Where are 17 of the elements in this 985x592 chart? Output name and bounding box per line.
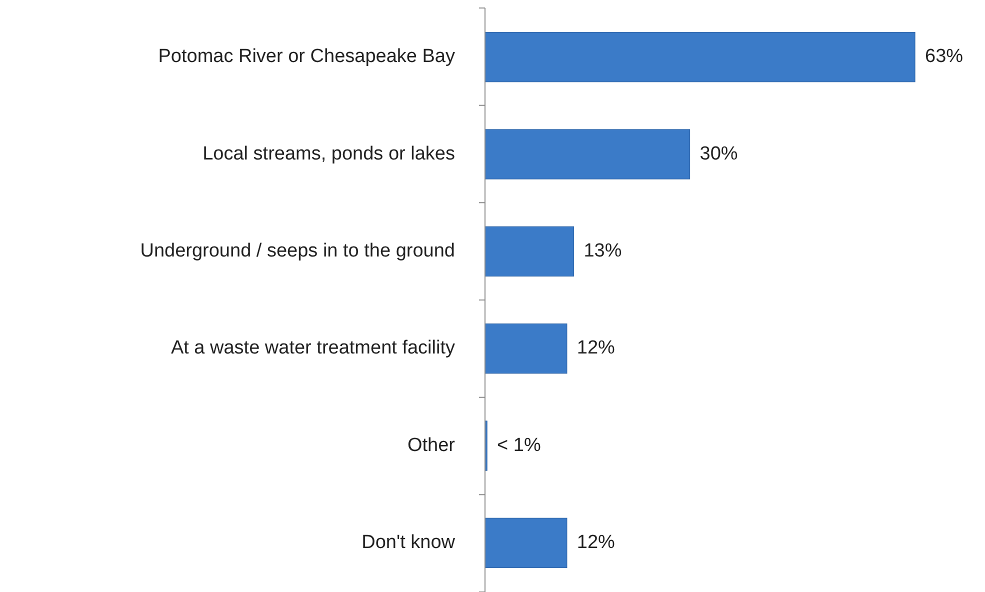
y-tick-label: Don't know <box>362 532 456 553</box>
y-tick-label: Local streams, ponds or lakes <box>202 143 455 164</box>
y-tick-label: Other <box>407 434 456 456</box>
y-tick-label: Potomac River or Chesapeake Bay <box>158 46 456 68</box>
data-label: 63% <box>925 46 964 68</box>
data-label: 12% <box>576 338 616 359</box>
bar <box>484 32 916 82</box>
data-label: 12% <box>576 532 616 553</box>
data-label: 13% <box>584 240 622 262</box>
bar <box>484 324 568 374</box>
bar <box>484 226 574 276</box>
y-tick-label: Underground / seeps in to the ground <box>140 240 455 262</box>
y-tick-label: At a waste water treatment facility <box>170 338 456 359</box>
data-label: 30% <box>700 143 738 164</box>
bar <box>484 518 568 568</box>
data-label: < 1% <box>497 434 541 456</box>
bar <box>484 129 690 180</box>
